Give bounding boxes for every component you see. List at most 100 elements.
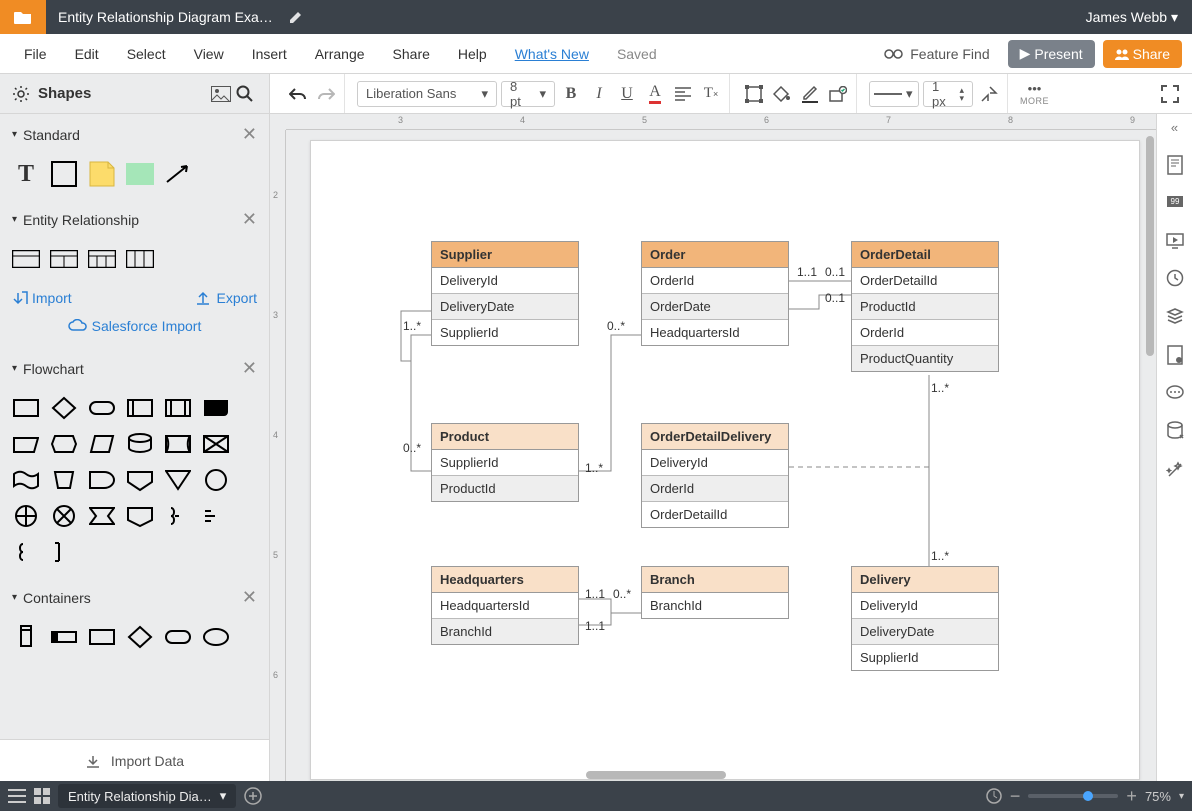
share-button[interactable]: Share	[1103, 40, 1182, 68]
er-shape-4[interactable]	[126, 246, 154, 272]
undo-icon[interactable]	[286, 82, 310, 106]
menu-help[interactable]: Help	[444, 46, 501, 62]
flowchart-shape-16[interactable]	[164, 467, 192, 493]
flowchart-shape-21[interactable]	[126, 503, 154, 529]
panel-standard[interactable]: ▾Standard ✕	[0, 114, 269, 155]
flowchart-shape-9[interactable]	[126, 431, 154, 457]
menu-view[interactable]: View	[180, 46, 238, 62]
flowchart-shape-2[interactable]	[88, 395, 116, 421]
scrollbar-h[interactable]	[286, 769, 1144, 781]
dock-chat-icon[interactable]	[1166, 385, 1184, 401]
zoom-out-icon[interactable]: −	[1010, 786, 1021, 807]
flowchart-shape-23[interactable]	[202, 503, 230, 529]
container-shape-0[interactable]	[12, 624, 40, 650]
entity-odd[interactable]: OrderDetailDeliveryDeliveryIdOrderIdOrde…	[641, 423, 789, 528]
user-menu[interactable]: James Webb ▾	[1072, 9, 1192, 26]
redo-icon[interactable]	[314, 82, 338, 106]
folder-icon[interactable]	[0, 0, 46, 34]
italic-icon[interactable]: I	[587, 82, 611, 106]
close-icon[interactable]: ✕	[242, 124, 257, 145]
grid-view-icon[interactable]	[34, 788, 50, 804]
flowchart-shape-12[interactable]	[12, 467, 40, 493]
panel-flowchart[interactable]: ▾Flowchart ✕	[0, 348, 269, 389]
flowchart-shape-1[interactable]	[50, 395, 78, 421]
menu-arrange[interactable]: Arrange	[301, 46, 379, 62]
pencil-icon[interactable]	[289, 10, 303, 24]
dock-history-icon[interactable]	[1166, 269, 1184, 287]
menu-select[interactable]: Select	[113, 46, 180, 62]
flowchart-shape-7[interactable]	[50, 431, 78, 457]
scrollbar-v[interactable]	[1144, 130, 1156, 757]
menu-edit[interactable]: Edit	[61, 46, 113, 62]
flowchart-shape-13[interactable]	[50, 467, 78, 493]
flowchart-shape-15[interactable]	[126, 467, 154, 493]
zoom-label[interactable]: 75%	[1145, 789, 1171, 804]
note-shape[interactable]	[88, 161, 116, 187]
flowchart-shape-24[interactable]	[12, 539, 40, 565]
rect-shape[interactable]	[50, 161, 78, 187]
line-shape-icon[interactable]	[977, 82, 1001, 106]
dock-comment-icon[interactable]: 99	[1166, 195, 1184, 211]
flowchart-shape-11[interactable]	[202, 431, 230, 457]
more-icon[interactable]: •••	[1023, 82, 1047, 96]
zoom-slider[interactable]	[1028, 794, 1118, 798]
flowchart-shape-3[interactable]	[126, 395, 154, 421]
bounding-icon[interactable]	[742, 82, 766, 106]
er-shape-1[interactable]	[12, 246, 40, 272]
container-shape-4[interactable]	[164, 624, 192, 650]
flowchart-shape-18[interactable]	[12, 503, 40, 529]
add-page-icon[interactable]	[244, 787, 262, 805]
line-style-select[interactable]: ▾	[869, 81, 919, 107]
flowchart-shape-5[interactable]	[202, 395, 230, 421]
text-color-icon[interactable]: A	[643, 82, 667, 106]
close-icon[interactable]: ✕	[242, 209, 257, 230]
menu-whatsnew[interactable]: What's New	[501, 46, 603, 62]
dock-db-icon[interactable]	[1166, 421, 1184, 441]
line-width-select[interactable]: 1 px ▴▾	[923, 81, 973, 107]
menu-insert[interactable]: Insert	[238, 46, 301, 62]
collapse-dock-icon[interactable]: «	[1171, 120, 1178, 135]
panel-er[interactable]: ▾Entity Relationship ✕	[0, 199, 269, 240]
entity-delivery[interactable]: DeliveryDeliveryIdDeliveryDateSupplierId	[851, 566, 999, 671]
shapes-gear-icon[interactable]	[12, 85, 30, 103]
container-shape-2[interactable]	[88, 624, 116, 650]
container-shape-5[interactable]	[202, 624, 230, 650]
align-icon[interactable]	[671, 82, 695, 106]
flowchart-shape-22[interactable]	[164, 503, 192, 529]
font-family-select[interactable]: Liberation Sans▾	[357, 81, 497, 107]
flowchart-shape-14[interactable]	[88, 467, 116, 493]
clear-format-icon[interactable]: T×	[699, 82, 723, 106]
container-shape-1[interactable]	[50, 624, 78, 650]
er-shape-3[interactable]	[88, 246, 116, 272]
zoom-in-icon[interactable]: +	[1126, 786, 1137, 807]
flowchart-shape-0[interactable]	[12, 395, 40, 421]
export-action[interactable]: Export	[197, 290, 257, 306]
er-shape-2[interactable]	[50, 246, 78, 272]
dock-magic-icon[interactable]	[1166, 461, 1184, 479]
dock-layers-icon[interactable]	[1166, 307, 1184, 325]
feature-find[interactable]: Feature Find	[874, 46, 999, 62]
container-shape-3[interactable]	[126, 624, 154, 650]
present-button[interactable]: ▶Present	[1008, 40, 1095, 68]
doc-title[interactable]: Entity Relationship Diagram Exa…	[46, 9, 285, 25]
search-tool-icon[interactable]	[233, 82, 257, 106]
canvas-page[interactable]: SupplierDeliveryIdDeliveryDateSupplierId…	[310, 140, 1140, 780]
import-data-button[interactable]: Import Data	[0, 739, 269, 781]
entity-product[interactable]: ProductSupplierIdProductId	[431, 423, 579, 502]
text-shape[interactable]: T	[12, 161, 40, 187]
flowchart-shape-19[interactable]	[50, 503, 78, 529]
flowchart-shape-6[interactable]	[12, 431, 40, 457]
entity-supplier[interactable]: SupplierDeliveryIdDeliveryDateSupplierId	[431, 241, 579, 346]
flowchart-shape-10[interactable]	[164, 431, 192, 457]
arrow-shape[interactable]	[164, 161, 192, 187]
page-tab[interactable]: Entity Relationship Dia…▾	[58, 784, 236, 808]
flowchart-shape-4[interactable]	[164, 395, 192, 421]
flowchart-shape-25[interactable]	[50, 539, 78, 565]
entity-orderdetail[interactable]: OrderDetailOrderDetailIdProductIdOrderId…	[851, 241, 999, 372]
autozoom-icon[interactable]	[986, 788, 1002, 804]
image-tool-icon[interactable]	[209, 82, 233, 106]
flowchart-shape-17[interactable]	[202, 467, 230, 493]
close-icon[interactable]: ✕	[242, 358, 257, 379]
block-shape[interactable]	[126, 161, 154, 187]
border-color-icon[interactable]	[798, 82, 822, 106]
